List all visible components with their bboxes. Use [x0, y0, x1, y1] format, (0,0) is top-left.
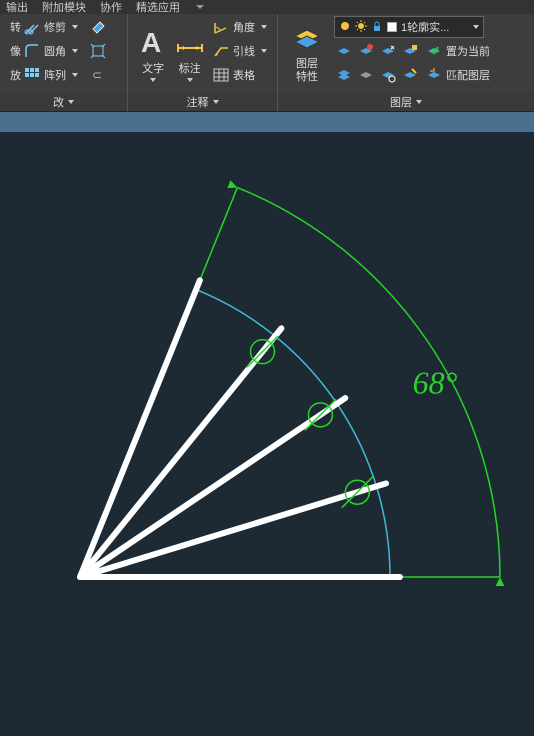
drawing-canvas[interactable]: 68°	[0, 132, 534, 736]
menu-collab[interactable]: 协作	[100, 0, 122, 15]
dimension-icon	[174, 26, 206, 58]
leader-icon	[213, 43, 229, 59]
chevron-down-icon	[72, 25, 78, 29]
chevron-down-icon	[261, 25, 267, 29]
bulb-icon	[339, 20, 351, 35]
menu-output[interactable]: 输出	[6, 0, 28, 15]
leader-button[interactable]: 引线	[209, 40, 271, 62]
layer-icon-3	[380, 43, 396, 59]
layer-tool-7[interactable]	[378, 64, 398, 86]
lock-icon	[371, 20, 383, 35]
layer-tool-4[interactable]	[400, 40, 420, 62]
angle-icon	[213, 19, 229, 35]
erase-icon	[90, 19, 106, 35]
layer-tool-1[interactable]	[334, 40, 354, 62]
set-current-button[interactable]: 置为当前	[422, 40, 494, 62]
set-current-label: 置为当前	[446, 43, 490, 59]
subset-icon: ⊂	[90, 67, 106, 83]
array-button[interactable]: 阵列	[20, 64, 82, 86]
layer-dropdown[interactable]: 1轮廓实...	[334, 16, 484, 38]
explode-icon	[90, 43, 106, 59]
dimension-button[interactable]: 标注	[172, 16, 207, 91]
panel-modify: 转 像 放 修剪 圆角	[0, 14, 128, 111]
chevron-down-icon	[150, 78, 156, 82]
layer-icon-6	[358, 67, 374, 83]
panel-annotation: A 文字 标注 角度 引线	[128, 14, 278, 111]
table-label: 表格	[233, 67, 255, 83]
angle-dim-button[interactable]: 角度	[209, 16, 271, 38]
layer-dd-text: 1轮廓实...	[401, 19, 449, 35]
trim-label: 修剪	[44, 19, 66, 35]
erase-button[interactable]	[86, 16, 110, 38]
match-layer-button[interactable]: 匹配图层	[422, 64, 494, 86]
layer-tool-8[interactable]	[400, 64, 420, 86]
match-layer-label: 匹配图层	[446, 67, 490, 83]
text-label: 文字	[142, 60, 164, 76]
sun-icon	[355, 20, 367, 35]
leader-label: 引线	[233, 43, 255, 59]
table-button[interactable]: 表格	[209, 64, 271, 86]
layer-tool-6[interactable]	[356, 64, 376, 86]
chevron-down-icon	[72, 73, 78, 77]
layer-icon-5	[336, 67, 352, 83]
modify-r3-partial[interactable]: 放	[6, 64, 20, 86]
svg-text:68°: 68°	[413, 364, 458, 400]
panel-modify-label[interactable]: 改	[0, 93, 127, 111]
set-current-icon	[426, 43, 442, 59]
layer-props-button[interactable]: 图层 特性	[284, 16, 330, 91]
text-icon: A	[137, 26, 169, 58]
layer-props-icon	[291, 24, 323, 56]
panel-annotation-label[interactable]: 注释	[128, 93, 277, 111]
layer-tool-3[interactable]	[378, 40, 398, 62]
modify-r2-partial[interactable]: 像	[6, 40, 20, 62]
text-button[interactable]: A 文字	[134, 16, 172, 91]
fillet-icon	[24, 43, 40, 59]
menu-bar: 输出 附加模块 协作 精选应用	[0, 0, 534, 14]
drawing-svg: 68°	[0, 132, 534, 736]
explode-button[interactable]	[86, 40, 110, 62]
drawing-tab-bar[interactable]	[0, 112, 534, 132]
array-icon	[24, 67, 40, 83]
layer-icon-8	[402, 67, 418, 83]
layer-icon-2	[358, 43, 374, 59]
angle-label: 角度	[233, 19, 255, 35]
match-layer-icon	[426, 67, 442, 83]
layer-icon-4	[402, 43, 418, 59]
trim-icon	[24, 19, 40, 35]
menu-apps[interactable]: 精选应用	[136, 0, 180, 15]
subset-button[interactable]: ⊂	[86, 64, 110, 86]
chevron-down-icon	[72, 49, 78, 53]
trim-button[interactable]: 修剪	[20, 16, 82, 38]
chevron-down-icon	[187, 78, 193, 82]
layer-color-swatch	[387, 22, 397, 32]
chevron-down-icon	[261, 49, 267, 53]
fillet-label: 圆角	[44, 43, 66, 59]
layer-tool-2[interactable]	[356, 40, 376, 62]
menu-addon[interactable]: 附加模块	[42, 0, 86, 15]
array-label: 阵列	[44, 67, 66, 83]
dimension-label: 标注	[179, 60, 201, 76]
layer-icon-7	[380, 67, 396, 83]
menu-more-icon[interactable]	[196, 5, 204, 9]
panel-layers: 图层 特性 1轮廓实...	[278, 14, 534, 111]
ribbon: 转 像 放 修剪 圆角	[0, 14, 534, 112]
panel-layers-label[interactable]: 图层	[278, 93, 534, 111]
svg-text:A: A	[141, 27, 161, 58]
layer-tool-5[interactable]	[334, 64, 354, 86]
modify-r1-partial[interactable]: 转	[6, 16, 20, 38]
chevron-down-icon	[473, 25, 479, 29]
layer-props-label: 图层 特性	[296, 58, 318, 82]
fillet-button[interactable]: 圆角	[20, 40, 82, 62]
svg-text:⊂: ⊂	[92, 68, 102, 82]
table-icon	[213, 67, 229, 83]
layer-icon-1	[336, 43, 352, 59]
